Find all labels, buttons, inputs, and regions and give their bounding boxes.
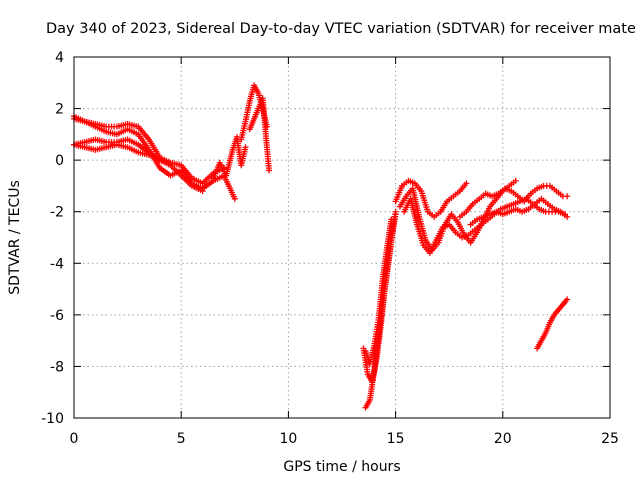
data-point (463, 180, 470, 187)
series-7 (246, 95, 273, 174)
x-axis-label: GPS time / hours (283, 459, 400, 475)
y-tick-label: -6 (50, 308, 64, 324)
y-tick-label: 2 (55, 102, 64, 118)
y-axis-label: SDTVAR / TECUs (7, 180, 23, 295)
y-tick-label: -4 (50, 256, 64, 272)
y-tick-label: 0 (55, 153, 64, 169)
data-point (266, 167, 273, 174)
data-point (388, 216, 395, 223)
data-point (231, 195, 238, 202)
y-tick-label: 4 (55, 50, 64, 66)
data-marks (71, 82, 571, 411)
data-point (242, 144, 249, 151)
series-11 (392, 177, 470, 220)
x-tick-label: 5 (177, 431, 186, 447)
data-point (564, 193, 571, 200)
x-tick-label: 25 (601, 431, 619, 447)
data-point (392, 211, 399, 218)
data-point (199, 188, 206, 195)
series-16 (534, 296, 571, 352)
axis-ticks: 0 5 10 15 20 25 -10 -8 -6 -4 -2 0 2 4 (41, 50, 619, 447)
x-tick-label: 10 (279, 431, 297, 447)
series-5 (210, 133, 249, 182)
x-tick-label: 20 (494, 431, 512, 447)
data-point (564, 213, 571, 220)
y-tick-label: -2 (50, 205, 64, 221)
y-tick-label: -8 (50, 359, 64, 375)
x-tick-label: 15 (387, 431, 405, 447)
data-point (564, 296, 571, 303)
chart-title: Day 340 of 2023, Sidereal Day-to-day VTE… (46, 21, 636, 37)
data-point (512, 177, 519, 184)
y-tick-label: -10 (41, 411, 64, 427)
x-tick-label: 0 (70, 431, 79, 447)
plot-frame (73, 56, 611, 419)
grid (74, 57, 610, 418)
series-14 (456, 182, 571, 220)
data-point (167, 159, 174, 166)
series-15 (467, 195, 571, 228)
series-10 (362, 216, 395, 367)
series-4 (71, 136, 174, 166)
